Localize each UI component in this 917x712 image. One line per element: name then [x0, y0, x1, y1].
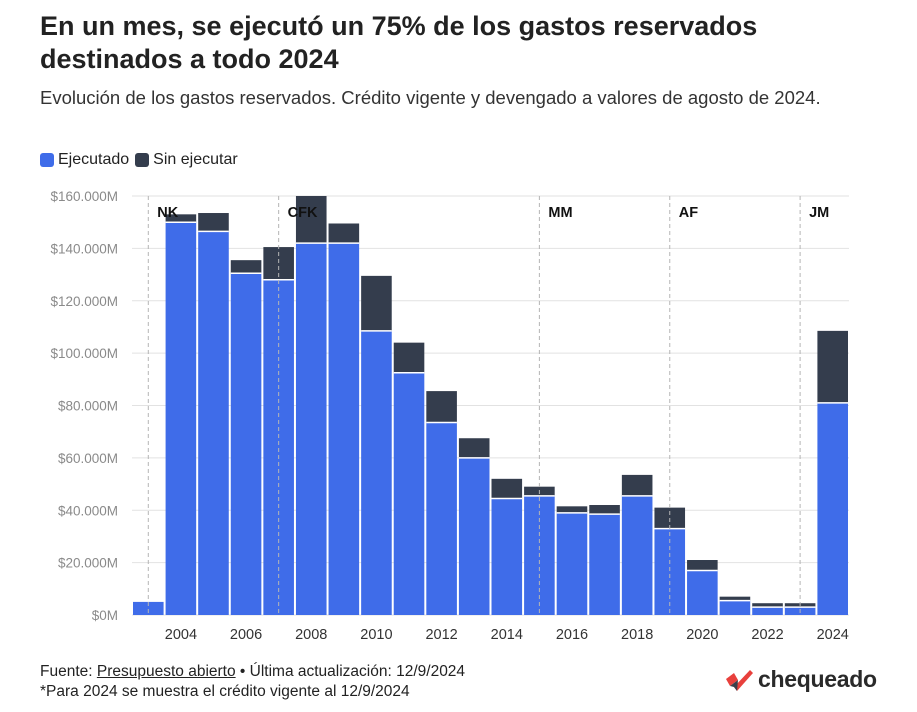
x-tick-label: 2020: [686, 627, 718, 643]
x-tick-label: 2004: [165, 627, 197, 643]
legend-label-ejecutado: Ejecutado: [58, 151, 130, 168]
annotation-label: JM: [809, 205, 829, 221]
legend-swatch-sin-ejecutar: [135, 153, 150, 167]
bar-ejecutado: [133, 601, 164, 615]
page-subtitle: Evolución de los gastos reservados. Créd…: [40, 87, 821, 108]
y-tick-label: $120.000M: [50, 294, 118, 309]
page-title: En un mes, se ejecutó un 75% de los gast…: [40, 11, 758, 74]
annotation-label: NK: [157, 205, 178, 221]
bar-ejecutado: [687, 570, 718, 615]
chart-legend: Ejecutado Sin ejecutar: [40, 151, 244, 169]
source-link[interactable]: Presupuesto abierto: [96, 663, 236, 680]
x-tick-label: 2010: [360, 627, 392, 643]
bar-chart: $0M $20.000M $40.000M $60.000M $80.000M $100.…: [50, 189, 849, 643]
bar-sin-ejecutar: [295, 196, 327, 244]
bar-ejecutado: [817, 402, 848, 615]
bar-sin-ejecutar: [230, 260, 262, 274]
x-tick-label: 2024: [817, 627, 849, 643]
y-tick-label: $100.000M: [50, 346, 118, 361]
bar-sin-ejecutar: [752, 603, 783, 608]
bar-sin-ejecutar: [817, 330, 848, 403]
bar-sin-ejecutar: [165, 214, 197, 223]
bar-sin-ejecutar: [426, 391, 457, 423]
bar-ejecutado: [165, 222, 197, 615]
bar-ejecutado: [295, 243, 327, 615]
legend-label-sin-ejecutar: Sin ejecutar: [153, 151, 238, 168]
bar-sin-ejecutar: [491, 478, 523, 499]
legend-swatch-ejecutado: [40, 153, 54, 167]
bar-ejecutado: [263, 279, 294, 615]
x-tick-label: 2008: [295, 627, 327, 643]
bar-sin-ejecutar: [621, 474, 653, 496]
bar-sin-ejecutar: [458, 438, 490, 458]
y-tick-label: $60.000M: [58, 451, 118, 466]
bar-sin-ejecutar: [556, 506, 588, 513]
y-tick-label: $80.000M: [58, 399, 118, 414]
footer: Fuente: Presupuesto abierto • Última act…: [40, 662, 465, 702]
chequeado-logo-icon: [726, 669, 753, 691]
annotation-label: AF: [679, 205, 698, 221]
x-tick-label: 2016: [556, 627, 588, 643]
y-tick-label: $20.000M: [58, 556, 118, 571]
bar-ejecutado: [491, 498, 523, 615]
source-line: Fuente: Presupuesto abierto • Última act…: [40, 662, 465, 682]
bar-ejecutado: [361, 330, 392, 615]
bar-sin-ejecutar: [589, 505, 620, 515]
y-tick-label: $140.000M: [50, 241, 118, 256]
brand-name: chequeado: [758, 666, 877, 692]
bar-sin-ejecutar: [687, 560, 718, 571]
bar-sin-ejecutar: [328, 223, 360, 244]
bar-sin-ejecutar: [198, 213, 229, 232]
x-tick-label: 2012: [425, 627, 457, 643]
bar-ejecutado: [230, 273, 262, 615]
annotation-label: CFK: [288, 205, 318, 221]
bar-ejecutado: [198, 231, 229, 615]
footnote: *Para 2024 se muestra el crédito vigente…: [40, 683, 410, 700]
legend-item-ejecutado[interactable]: Ejecutado: [40, 151, 129, 169]
y-tick-label: $160.000M: [50, 189, 118, 204]
y-tick-label: $40.000M: [58, 503, 118, 518]
bar-ejecutado: [621, 495, 653, 615]
bar-ejecutado: [752, 607, 783, 615]
bar-ejecutado: [393, 372, 425, 615]
source-prefix: Fuente:: [40, 663, 97, 680]
bar-ejecutado: [719, 600, 751, 615]
legend-item-sin-ejecutar[interactable]: Sin ejecutar: [135, 151, 238, 169]
bar-ejecutado: [328, 243, 360, 615]
bar-sin-ejecutar: [393, 342, 425, 373]
y-tick-label: $0M: [92, 608, 118, 623]
x-tick-label: 2018: [621, 627, 653, 643]
x-tick-label: 2014: [491, 627, 523, 643]
bar-ejecutado: [426, 422, 457, 615]
labels-layer: $0M $20.000M $40.000M $60.000M $80.000M $100.…: [50, 189, 848, 643]
source-suffix: • Última actualización: 12/9/2024: [235, 663, 466, 680]
brand-logo[interactable]: chequeado: [724, 666, 877, 693]
bar-sin-ejecutar: [719, 596, 751, 601]
x-tick-label: 2006: [230, 627, 262, 643]
bar-ejecutado: [589, 514, 620, 615]
annotation-label: MM: [548, 205, 572, 221]
bar-ejecutado: [458, 457, 490, 615]
bar-sin-ejecutar: [361, 275, 392, 331]
x-tick-label: 2022: [751, 627, 783, 643]
bar-ejecutado: [556, 512, 588, 615]
bars-layer: [133, 196, 848, 615]
